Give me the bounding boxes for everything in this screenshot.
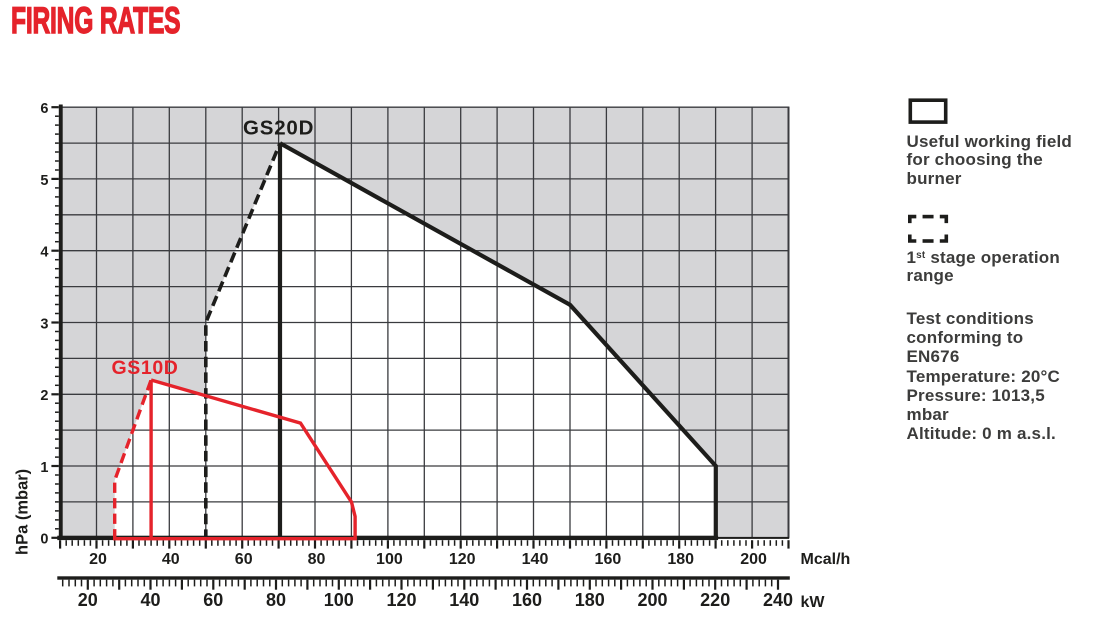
svg-text:GS20D: GS20D xyxy=(243,117,314,140)
svg-text:240: 240 xyxy=(763,590,793,610)
svg-text:5: 5 xyxy=(40,173,48,189)
svg-text:1: 1 xyxy=(40,460,48,476)
svg-text:140: 140 xyxy=(449,590,479,610)
svg-text:3: 3 xyxy=(40,316,48,332)
svg-text:200: 200 xyxy=(637,590,667,610)
svg-text:80: 80 xyxy=(266,590,286,610)
svg-text:GS10D: GS10D xyxy=(112,357,179,379)
svg-text:0: 0 xyxy=(40,532,48,548)
svg-text:160: 160 xyxy=(512,590,542,610)
svg-text:60: 60 xyxy=(203,590,223,610)
svg-text:6: 6 xyxy=(40,101,48,117)
svg-text:20: 20 xyxy=(78,590,98,610)
svg-text:80: 80 xyxy=(308,551,326,568)
svg-text:100: 100 xyxy=(376,551,403,568)
svg-text:40: 40 xyxy=(162,551,180,568)
svg-text:60: 60 xyxy=(235,551,253,568)
svg-text:kW: kW xyxy=(801,594,826,611)
svg-text:100: 100 xyxy=(324,590,354,610)
svg-text:40: 40 xyxy=(140,590,160,610)
svg-text:4: 4 xyxy=(40,245,48,261)
svg-text:220: 220 xyxy=(700,590,730,610)
svg-text:140: 140 xyxy=(522,551,549,568)
svg-text:Mcal/h: Mcal/h xyxy=(801,551,851,568)
svg-text:hPa (mbar): hPa (mbar) xyxy=(14,469,32,555)
svg-text:180: 180 xyxy=(575,590,605,610)
svg-text:120: 120 xyxy=(449,551,476,568)
svg-text:160: 160 xyxy=(595,551,622,568)
svg-text:120: 120 xyxy=(386,590,416,610)
svg-text:180: 180 xyxy=(667,551,694,568)
svg-text:2: 2 xyxy=(40,388,48,404)
svg-text:200: 200 xyxy=(740,551,767,568)
svg-text:20: 20 xyxy=(89,551,107,568)
